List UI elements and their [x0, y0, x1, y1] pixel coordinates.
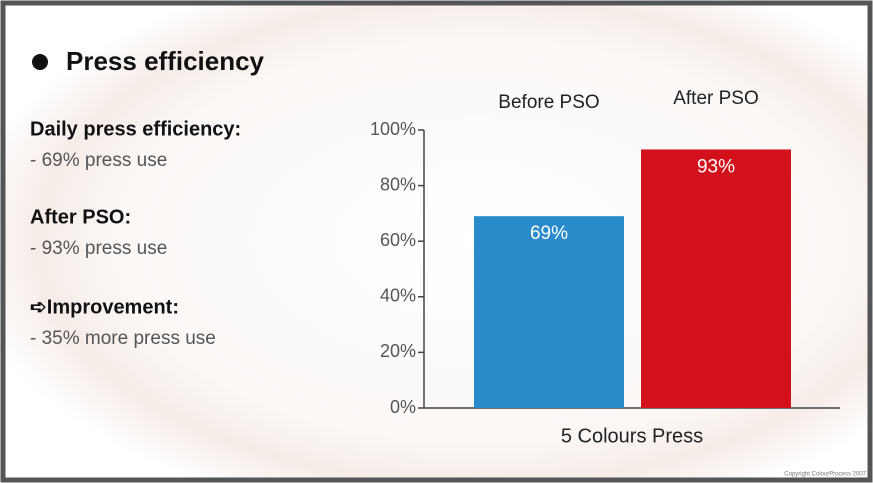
- chart: 0% 20% 40% 60% 80% 100% 69% Before PSO 93% After …: [370, 88, 840, 447]
- category-label: After PSO: [673, 88, 759, 109]
- value-label: 69%: [530, 223, 568, 244]
- item-text: - 69% press use: [30, 150, 167, 171]
- item-text: - 93% press use: [30, 238, 167, 259]
- item-text: - 35% more press use: [30, 328, 216, 349]
- items: Daily press efficiency: - 69% press use Af…: [30, 118, 241, 349]
- y-tick-label: 0%: [390, 397, 416, 417]
- y-tick-label: 60%: [380, 230, 416, 250]
- y-tick-label: 100%: [370, 119, 416, 139]
- value-label: 93%: [697, 156, 735, 177]
- heading: Press efficiency: [66, 46, 265, 76]
- copyright: Copyright ColourProcess 2007: [784, 472, 866, 478]
- bar: [641, 149, 791, 408]
- item-label: Daily press efficiency:: [30, 118, 241, 140]
- item-label: ➪Improvement:: [30, 296, 179, 318]
- x-axis-label: 5 Colours Press: [561, 425, 703, 447]
- y-tick-label: 40%: [380, 286, 416, 306]
- bullet: [32, 54, 48, 70]
- bar: [474, 216, 624, 408]
- y-tick-label: 80%: [380, 174, 416, 194]
- category-label: Before PSO: [498, 92, 599, 113]
- item-label: After PSO:: [30, 206, 131, 228]
- y-tick-label: 20%: [380, 341, 416, 361]
